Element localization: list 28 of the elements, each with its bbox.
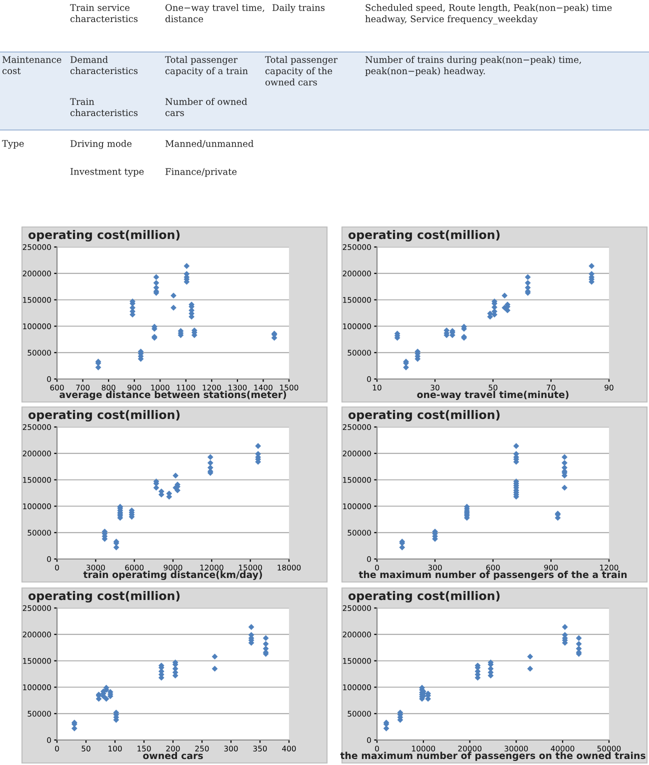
text: Number of owned cars — [165, 98, 248, 116]
text: One−way travel time, distance — [165, 4, 264, 22]
text: Demand characteristics — [70, 56, 138, 74]
text: Number of trains during peak(non−peak) time, peak(non−peak) headway. — [365, 56, 581, 76]
text: Finance/private — [166, 168, 237, 177]
text: Total passenger capacity of a train — [165, 56, 248, 76]
x-axis-title: train operatimg distance(km/day) — [83, 570, 262, 580]
text: Type — [2, 140, 24, 149]
chart-title: operating cost(million) — [28, 591, 180, 603]
x-axis-title: the maximum number of passengers on the owned trains — [340, 752, 646, 761]
text: Daily trains — [272, 4, 325, 13]
text: Investment type — [70, 168, 144, 177]
chart-title: operating cost(million) — [28, 230, 180, 242]
x-axis-title: one-way travel time(minute) — [417, 390, 568, 400]
x-axis-title: the maximum number of passengers of the a train — [358, 570, 627, 580]
text: Driving mode — [70, 140, 132, 149]
text: Maintenance cost — [2, 56, 62, 74]
x-axis-title: owned cars — [143, 752, 203, 760]
text: Manned/unmanned — [165, 140, 254, 148]
text: Train service characteristics — [70, 4, 138, 22]
chart-title: operating cost(million) — [348, 230, 500, 242]
text: Scheduled speed, Route length, Peak(non−peak) time headway, Service frequency_weekday — [365, 4, 612, 24]
text: Total passenger capacity of the owned cars — [265, 56, 338, 86]
chart-title: operating cost(million) — [348, 410, 500, 422]
x-axis-title: average distance between stations(meter) — [60, 390, 286, 400]
chart-title: operating cost(million) — [28, 410, 180, 422]
chart-title: operating cost(million) — [348, 591, 500, 603]
text: Train characteristics — [70, 98, 138, 116]
